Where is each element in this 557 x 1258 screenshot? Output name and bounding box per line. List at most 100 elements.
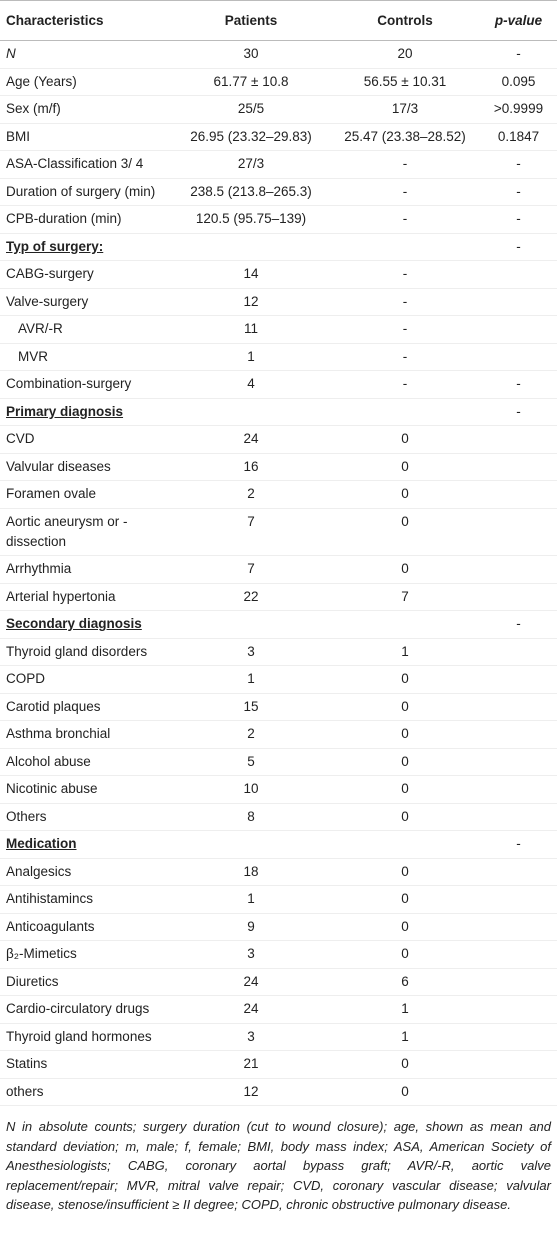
controls-cell: 0 bbox=[330, 1050, 480, 1079]
controls-cell: 0 bbox=[330, 480, 480, 509]
footnote: N in absolute counts; surgery duration (… bbox=[6, 1119, 551, 1212]
table-row: Statins 21 0 bbox=[0, 1050, 557, 1079]
table-row: Age (Years) 61.77 ± 10.8 56.55 ± 10.31 0.09… bbox=[0, 68, 557, 96]
table-row: CVD 24 0 bbox=[0, 425, 557, 454]
controls-cell: - bbox=[330, 370, 480, 399]
patients-cell: 12 bbox=[172, 288, 330, 316]
p-cell bbox=[480, 1050, 557, 1079]
p-cell bbox=[480, 803, 557, 831]
p-cell bbox=[480, 315, 557, 344]
controls-cell: - bbox=[330, 150, 480, 179]
table-row: BMI 26.95 (23.32–29.83) 25.47 (23.38–28.52… bbox=[0, 123, 557, 151]
patients-cell: 25/5 bbox=[172, 95, 330, 124]
patients-cell: 1 bbox=[172, 665, 330, 694]
controls-cell: 0 bbox=[330, 425, 480, 454]
patients-cell: 11 bbox=[172, 315, 330, 344]
table-row: Thyroid gland disorders 3 1 bbox=[0, 638, 557, 666]
table-header: Characteristics Patients Controls p-valu… bbox=[0, 0, 557, 41]
section-label: Primary diagnosis bbox=[0, 398, 172, 426]
p-cell bbox=[480, 1023, 557, 1051]
row-label: Analgesics bbox=[0, 858, 172, 886]
p-cell bbox=[480, 555, 557, 584]
row-label: CABG-surgery bbox=[0, 260, 172, 289]
table-row: Diuretics 24 6 bbox=[0, 968, 557, 996]
table-row: others 12 0 bbox=[0, 1078, 557, 1106]
p-cell bbox=[480, 665, 557, 694]
row-label: Age (Years) bbox=[0, 68, 172, 96]
patients-cell: 1 bbox=[172, 343, 330, 371]
table-row: Anticoagulants 9 0 bbox=[0, 913, 557, 941]
row-label: Arterial hypertonia bbox=[0, 583, 172, 611]
p-cell bbox=[480, 885, 557, 914]
patients-cell: 26.95 (23.32–29.83) bbox=[172, 123, 330, 151]
table-row: Valvular diseases 16 0 bbox=[0, 453, 557, 481]
row-label: Combination-surgery bbox=[0, 370, 172, 399]
patients-cell: 24 bbox=[172, 995, 330, 1024]
row-label: Arrhythmia bbox=[0, 555, 172, 584]
patients-cell: 2 bbox=[172, 480, 330, 509]
patients-cell: 24 bbox=[172, 968, 330, 996]
controls-cell: - bbox=[330, 343, 480, 371]
row-label: CPB-duration (min) bbox=[0, 205, 172, 234]
controls-cell: - bbox=[330, 288, 480, 316]
controls-cell: 0 bbox=[330, 1078, 480, 1106]
header-cell: Controls bbox=[330, 0, 480, 41]
row-label: Carotid plaques bbox=[0, 693, 172, 721]
table-row: CPB-duration (min) 120.5 (95.75–139) - - bbox=[0, 205, 557, 234]
patients-cell: 3 bbox=[172, 940, 330, 969]
p-cell bbox=[480, 775, 557, 804]
row-label: CVD bbox=[0, 425, 172, 454]
table-row: Valve-surgery 12- bbox=[0, 288, 557, 316]
patients-cell: 5 bbox=[172, 748, 330, 776]
section-label: Medication bbox=[0, 830, 172, 859]
controls-cell: - bbox=[330, 178, 480, 206]
controls-cell: 20 bbox=[330, 40, 480, 69]
p-cell bbox=[480, 913, 557, 941]
table-row: Primary diagnosis - bbox=[0, 398, 557, 426]
patients-cell: 27/3 bbox=[172, 150, 330, 179]
patients-cell bbox=[172, 830, 330, 859]
row-label: N bbox=[0, 40, 172, 69]
patients-cell: 24 bbox=[172, 425, 330, 454]
row-label: Thyroid gland disorders bbox=[0, 638, 172, 666]
patients-cell: 7 bbox=[172, 555, 330, 584]
table-row: ASA-Classification 3/ 4 27/3- - bbox=[0, 150, 557, 179]
controls-cell: 6 bbox=[330, 968, 480, 996]
row-label: Duration of surgery (min) bbox=[0, 178, 172, 206]
controls-cell: 0 bbox=[330, 508, 480, 556]
controls-cell bbox=[330, 233, 480, 261]
patients-cell: 238.5 (213.8–265.3) bbox=[172, 178, 330, 206]
p-cell: - bbox=[480, 150, 557, 179]
p-cell: - bbox=[480, 40, 557, 69]
row-label: Thyroid gland hormones bbox=[0, 1023, 172, 1051]
row-label: MVR bbox=[0, 343, 172, 371]
table-row: Antihistamincs 1 0 bbox=[0, 885, 557, 914]
row-label: COPD bbox=[0, 665, 172, 694]
controls-cell: - bbox=[330, 260, 480, 289]
table-row: Thyroid gland hormones 3 1 bbox=[0, 1023, 557, 1051]
patients-cell: 4 bbox=[172, 370, 330, 399]
characteristics-table: Characteristics Patients Controls p-valu… bbox=[0, 0, 557, 1106]
p-cell: - bbox=[480, 205, 557, 234]
row-label: Others bbox=[0, 803, 172, 831]
patients-cell: 15 bbox=[172, 693, 330, 721]
patients-cell: 3 bbox=[172, 638, 330, 666]
table-row: Aortic aneurysm or -dissection 7 0 bbox=[0, 508, 557, 556]
section-label: Typ of surgery: bbox=[0, 233, 172, 261]
p-cell: - bbox=[480, 830, 557, 859]
table-row: Combination-surgery 4- - bbox=[0, 370, 557, 399]
row-label: Valve-surgery bbox=[0, 288, 172, 316]
row-label: Cardio-circulatory drugs bbox=[0, 995, 172, 1024]
table-row: Arterial hypertonia 22 7 bbox=[0, 583, 557, 611]
header-cell: Patients bbox=[172, 0, 330, 41]
table-body: N 30 20- Age (Years) 61.77 ± 10.8 56.55 ± 10.… bbox=[0, 40, 557, 1106]
patients-cell: 9 bbox=[172, 913, 330, 941]
row-label: BMI bbox=[0, 123, 172, 151]
table-row: Analgesics 18 0 bbox=[0, 858, 557, 886]
controls-cell: 0 bbox=[330, 803, 480, 831]
table-row: Typ of surgery: - bbox=[0, 233, 557, 261]
table-row: CABG-surgery 14- bbox=[0, 260, 557, 289]
controls-cell: 1 bbox=[330, 638, 480, 666]
p-cell: - bbox=[480, 370, 557, 399]
